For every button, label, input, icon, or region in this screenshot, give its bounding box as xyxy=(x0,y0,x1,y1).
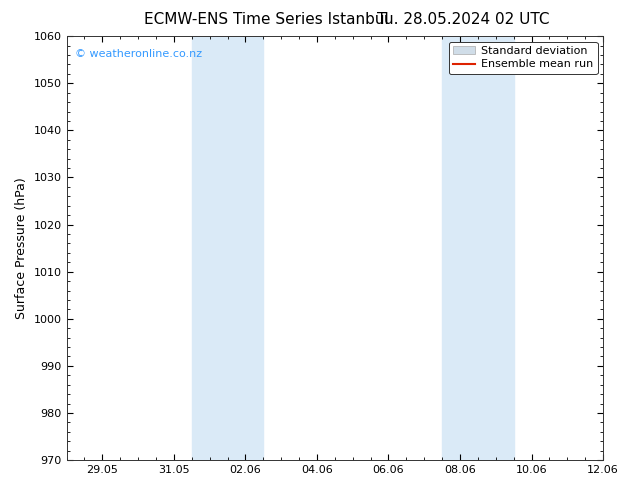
Bar xyxy=(228,36,263,460)
Text: © weatheronline.co.nz: © weatheronline.co.nz xyxy=(75,49,202,59)
Bar xyxy=(442,36,478,460)
Y-axis label: Surface Pressure (hPa): Surface Pressure (hPa) xyxy=(15,177,28,319)
Text: Tu. 28.05.2024 02 UTC: Tu. 28.05.2024 02 UTC xyxy=(377,12,549,27)
Bar xyxy=(191,36,228,460)
Text: ECMW-ENS Time Series Istanbul: ECMW-ENS Time Series Istanbul xyxy=(144,12,389,27)
Bar xyxy=(478,36,514,460)
Legend: Standard deviation, Ensemble mean run: Standard deviation, Ensemble mean run xyxy=(449,42,598,74)
